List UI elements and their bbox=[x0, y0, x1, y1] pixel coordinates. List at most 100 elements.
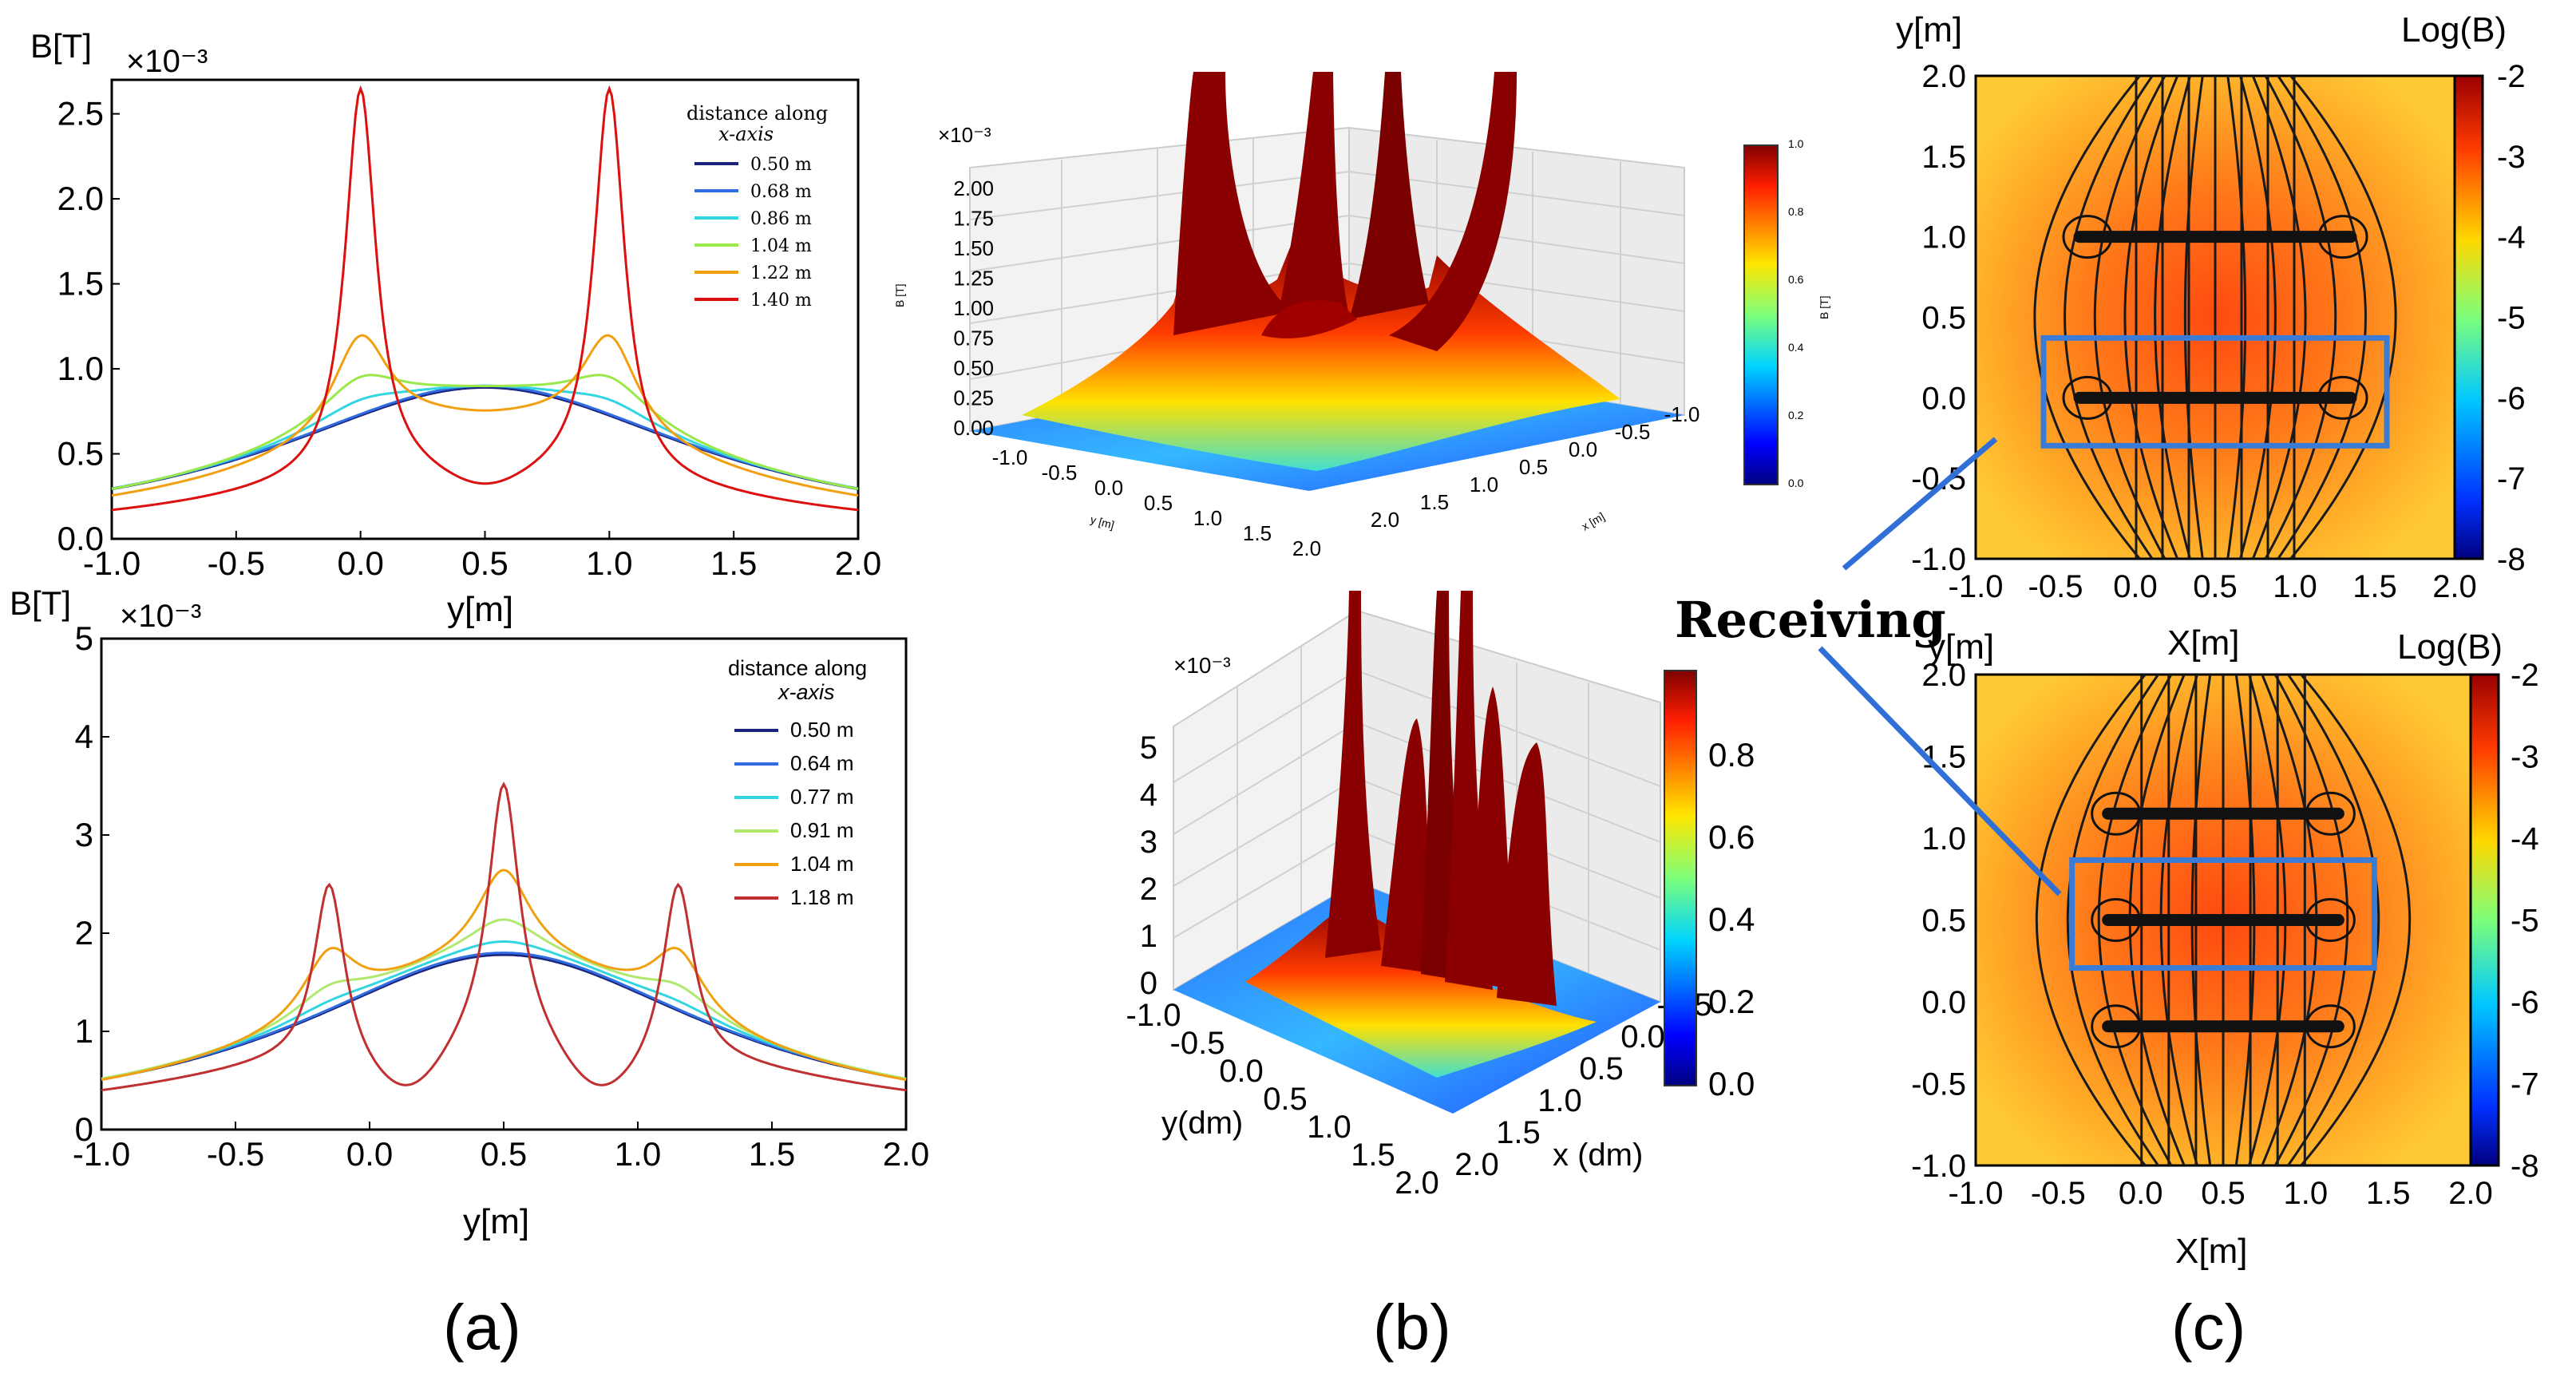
panel-label-b: (b) bbox=[1373, 1292, 1451, 1363]
c-bottom-colorbar-label: Log(B) bbox=[2397, 627, 2503, 667]
a-top-ylabel: B[T] bbox=[30, 27, 92, 65]
colorbar-tick-label: -7 bbox=[2497, 461, 2526, 497]
field-line-left bbox=[2033, 75, 2141, 560]
c-top-colorbar bbox=[2453, 74, 2484, 560]
receiving-label: Receiving bbox=[1675, 591, 1946, 649]
y-tick-label: 1.0 bbox=[1921, 220, 1966, 255]
tick-label: 2.0 bbox=[1395, 1165, 1439, 1201]
series-line-1-04-m bbox=[101, 869, 907, 1082]
tick-label: 0.2 bbox=[1788, 409, 1804, 421]
callout-line-bottom bbox=[1818, 646, 2062, 896]
field-line-left bbox=[2097, 674, 2173, 1166]
c-top-colorbar-label: Log(B) bbox=[2401, 10, 2507, 49]
c-bottom-ylabel: y[m] bbox=[1928, 627, 1994, 667]
field-line-left bbox=[2154, 75, 2191, 560]
y-tick-label: 0.0 bbox=[57, 520, 104, 557]
x-tick-label: 0.5 bbox=[2193, 569, 2238, 604]
b-bottom-spike-2 bbox=[1381, 718, 1437, 974]
panel-c-bottom: y[m] Log(B) -1.0 -0.5 0.0 0.5 1.0 1.5 2.0 2.0 1… bbox=[1911, 627, 2539, 1271]
x-tick-label: 1.0 bbox=[2284, 1176, 2329, 1211]
x-tick-label: 1.0 bbox=[615, 1135, 661, 1173]
c-top-streamlines bbox=[2033, 75, 2397, 560]
x-tick-label: 0.5 bbox=[481, 1135, 527, 1173]
c-top-coils bbox=[2040, 215, 2390, 449]
legend-label: 0.50 m bbox=[750, 155, 812, 175]
tick-label: 1.00 bbox=[953, 296, 994, 320]
c-top-xticks: -1.0 -0.5 0.0 0.5 1.0 1.5 2.0 bbox=[1949, 569, 2477, 604]
panel-b-top: ×10⁻³ 0.00 0.25 0.50 0.75 1.00 1.25 1.50 1.75 2.… bbox=[893, 72, 1830, 560]
y-tick-label: -1.0 bbox=[1911, 1149, 1966, 1184]
tick-label: 2.00 bbox=[953, 176, 994, 200]
b-top-spike-5 bbox=[1261, 300, 1357, 338]
a-top-legend-title-1: distance along bbox=[687, 102, 828, 125]
a-bottom-xticks: -1.0 -0.5 0.0 0.5 1.0 1.5 2.0 bbox=[73, 1122, 929, 1173]
b-top-colorbar-label: B [T] bbox=[1818, 295, 1830, 319]
y-tick-label: 1.0 bbox=[57, 350, 104, 387]
series-line-0-77-m bbox=[101, 940, 907, 1080]
y-tick-label: 1.5 bbox=[57, 265, 104, 303]
tick-label: 0.0 bbox=[1788, 477, 1804, 489]
colorbar-tick-label: -2 bbox=[2497, 59, 2526, 94]
panel-a-top: B[T] ×10⁻³ -1.0 -0.5 0.0 0.5 1.0 1.5 2.0 0.00.… bbox=[30, 27, 881, 629]
tick-label: 1.0 bbox=[1193, 506, 1222, 530]
x-tick-label: 1.5 bbox=[710, 544, 757, 582]
tick-label: 1.75 bbox=[953, 207, 994, 231]
x-tick-label: -0.5 bbox=[2028, 569, 2083, 604]
b-bottom-yticks: -1.0-0.50.00.51.01.52.0 bbox=[1126, 998, 1439, 1201]
receiving-coil-box bbox=[2040, 334, 2390, 449]
colorbar-tick-label: -4 bbox=[2511, 821, 2539, 857]
y-tick-label: 0.0 bbox=[1921, 985, 1966, 1020]
colorbar-tick-label: -2 bbox=[2511, 658, 2539, 693]
a-top-lines bbox=[111, 85, 859, 512]
a-top-legend-title-2: x-axis bbox=[718, 123, 774, 145]
x-tick-label: 0.0 bbox=[2113, 569, 2158, 604]
tick-label: -1.0 bbox=[1664, 402, 1700, 426]
panel-label-a: (a) bbox=[443, 1292, 521, 1363]
tick-label: 1.0 bbox=[1470, 473, 1498, 497]
tick-label: 0.5 bbox=[1579, 1051, 1624, 1086]
tick-label: 0.4 bbox=[1708, 900, 1755, 938]
a-bottom-legend: distance along x-axis 0.50 m 0.64 m 0.77 m… bbox=[728, 656, 867, 909]
tick-label: 0.25 bbox=[953, 386, 994, 410]
tick-label: 0.6 bbox=[1788, 273, 1804, 286]
legend-label: 0.68 m bbox=[750, 182, 812, 202]
receiving-coil-box bbox=[2069, 857, 2377, 971]
a-top-legend: distance along x-axis 0.50 m 0.68 m 0.86 m… bbox=[687, 102, 828, 311]
tick-label: 0.5 bbox=[1263, 1082, 1308, 1117]
y-tick-label: 2.0 bbox=[1921, 59, 1966, 94]
tick-label: -0.5 bbox=[1042, 461, 1078, 485]
y-tick-label: 0.0 bbox=[1921, 381, 1966, 416]
tick-label: 2.0 bbox=[1292, 536, 1321, 560]
legend-label: 0.86 m bbox=[750, 209, 812, 229]
tick-label: 1.5 bbox=[1420, 490, 1449, 514]
field-line-left bbox=[2093, 75, 2166, 560]
tick-label: 2.0 bbox=[1371, 508, 1399, 532]
tick-label: 1.5 bbox=[1243, 521, 1272, 545]
tick-label: 1 bbox=[1140, 919, 1157, 954]
a-bottom-legend-title-1: distance along bbox=[728, 656, 867, 680]
b-top-spike-2 bbox=[1277, 72, 1349, 319]
b-top-xlabel: x [m] bbox=[1580, 510, 1607, 533]
x-tick-label: -0.5 bbox=[207, 1135, 264, 1173]
panel-label-c: (c) bbox=[2171, 1292, 2246, 1363]
y-tick-label: 1.0 bbox=[1921, 821, 1966, 857]
y-tick-label: -1.0 bbox=[1911, 542, 1966, 577]
field-line-left bbox=[2035, 674, 2147, 1166]
y-tick-label: 0 bbox=[75, 1110, 93, 1148]
field-line-right bbox=[2289, 75, 2397, 560]
field-line-right bbox=[2226, 75, 2247, 560]
a-bottom-plot-frame bbox=[100, 637, 908, 1131]
tick-label: 1.0 bbox=[1537, 1083, 1582, 1118]
a-top-xlabel: y[m] bbox=[447, 590, 513, 629]
series-line-1-04-m bbox=[111, 374, 859, 490]
c-bottom-xticks: -1.0 -0.5 0.0 0.5 1.0 1.5 2.0 bbox=[1949, 1176, 2493, 1211]
tick-label: 0.5 bbox=[1144, 491, 1173, 515]
y-tick-label: -0.5 bbox=[1911, 461, 1966, 497]
b-top-xticks: 2.0 1.5 1.0 0.5 0.0 -0.5 -1.0 bbox=[1371, 402, 1700, 532]
x-tick-label: -0.5 bbox=[2031, 1176, 2086, 1211]
colorbar-tick-label: -7 bbox=[2511, 1067, 2539, 1102]
a-top-yticks: 0.0 0.5 1.0 1.5 2.0 2.5 bbox=[57, 95, 120, 557]
field-line-left bbox=[2066, 674, 2159, 1166]
